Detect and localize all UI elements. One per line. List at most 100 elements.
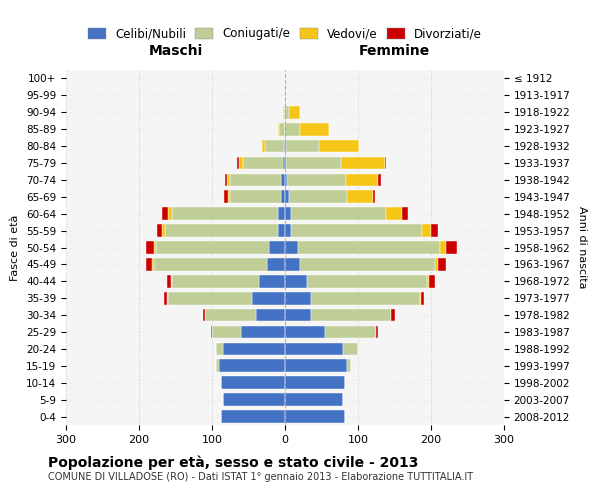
Bar [269, 241, 285, 254]
Bar [154, 241, 156, 254]
Bar [285, 342, 343, 355]
Bar [420, 292, 421, 304]
Bar [446, 241, 457, 254]
Bar [291, 224, 422, 237]
Bar [163, 224, 164, 237]
Bar [172, 275, 259, 287]
Bar [299, 258, 434, 270]
Bar [279, 123, 285, 136]
Bar [285, 208, 291, 220]
Bar [227, 174, 230, 186]
Bar [171, 275, 172, 287]
Text: COMUNE DI VILLADOSE (RO) - Dati ISTAT 1° gennaio 2013 - Elaborazione TUTTITALIA.: COMUNE DI VILLADOSE (RO) - Dati ISTAT 1°… [48, 472, 473, 482]
Bar [285, 410, 345, 423]
Bar [285, 394, 343, 406]
Bar [259, 275, 285, 287]
Bar [284, 140, 285, 152]
Bar [285, 275, 307, 287]
Bar [221, 410, 285, 423]
Bar [285, 123, 299, 136]
Bar [278, 123, 279, 136]
Bar [285, 258, 299, 270]
Bar [376, 326, 379, 338]
Bar [256, 309, 285, 322]
Bar [341, 156, 385, 170]
Bar [167, 292, 168, 304]
Bar [154, 258, 267, 270]
Bar [289, 106, 299, 118]
Bar [168, 292, 252, 304]
Bar [422, 224, 431, 237]
Bar [440, 241, 446, 254]
Bar [285, 156, 286, 170]
Bar [386, 208, 402, 220]
Bar [379, 174, 380, 186]
Bar [281, 174, 285, 186]
Bar [278, 224, 285, 237]
Bar [307, 275, 427, 287]
Text: Maschi: Maschi [148, 44, 203, 58]
Bar [385, 156, 386, 170]
Bar [265, 140, 284, 152]
Bar [156, 241, 269, 254]
Bar [311, 292, 420, 304]
Bar [241, 326, 285, 338]
Bar [223, 342, 285, 355]
Text: Popolazione per età, sesso e stato civile - 2013: Popolazione per età, sesso e stato civil… [48, 455, 418, 469]
Bar [281, 190, 285, 203]
Bar [157, 224, 163, 237]
Legend: Celibi/Nubili, Coniugati/e, Vedovi/e, Divorziati/e: Celibi/Nubili, Coniugati/e, Vedovi/e, Di… [83, 22, 487, 45]
Bar [285, 224, 291, 237]
Bar [391, 309, 395, 322]
Bar [289, 190, 347, 203]
Bar [284, 89, 285, 102]
Bar [325, 326, 376, 338]
Bar [286, 156, 341, 170]
Bar [402, 208, 407, 220]
Text: Femmine: Femmine [359, 44, 430, 58]
Bar [212, 326, 241, 338]
Bar [285, 89, 286, 102]
Bar [319, 140, 359, 152]
Bar [223, 394, 285, 406]
Bar [146, 241, 154, 254]
Bar [285, 376, 345, 389]
Bar [285, 241, 298, 254]
Bar [299, 123, 329, 136]
Bar [203, 309, 205, 322]
Bar [286, 140, 319, 152]
Bar [285, 326, 325, 338]
Bar [347, 190, 373, 203]
Bar [346, 174, 379, 186]
Bar [421, 292, 424, 304]
Bar [242, 156, 283, 170]
Bar [438, 258, 446, 270]
Bar [164, 292, 167, 304]
Bar [228, 190, 230, 203]
Bar [427, 275, 429, 287]
Bar [283, 106, 285, 118]
Bar [285, 190, 289, 203]
Bar [347, 360, 350, 372]
Bar [215, 360, 220, 372]
Bar [285, 106, 289, 118]
Bar [285, 309, 311, 322]
Bar [230, 174, 281, 186]
Bar [167, 275, 171, 287]
Bar [429, 275, 434, 287]
Bar [205, 309, 256, 322]
Bar [278, 208, 285, 220]
Bar [283, 156, 285, 170]
Bar [262, 140, 265, 152]
Bar [224, 190, 228, 203]
Bar [146, 258, 152, 270]
Bar [434, 258, 438, 270]
Bar [267, 258, 285, 270]
Bar [285, 292, 311, 304]
Bar [343, 342, 358, 355]
Y-axis label: Anni di nascita: Anni di nascita [577, 206, 587, 289]
Bar [230, 190, 281, 203]
Y-axis label: Fasce di età: Fasce di età [10, 214, 20, 280]
Bar [291, 208, 386, 220]
Bar [237, 156, 239, 170]
